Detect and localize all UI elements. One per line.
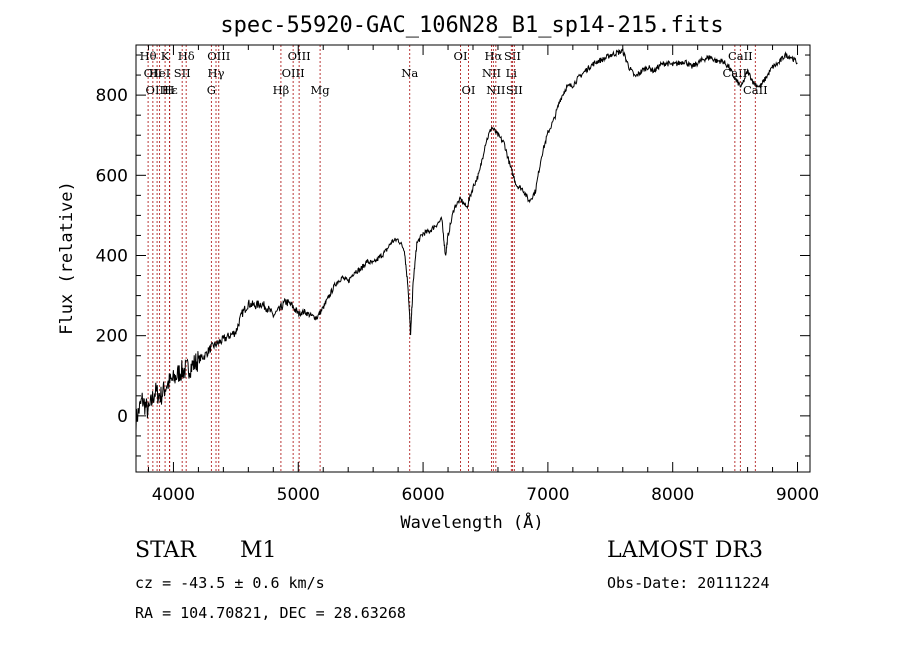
line-label-0: Hθ (140, 49, 157, 63)
line-label-26: CaII (728, 49, 753, 63)
survey-name: LAMOST DR3 (607, 538, 763, 563)
line-label-19: NII (482, 66, 501, 80)
y-tick-label-400: 400 (96, 246, 128, 266)
y-tick-label-0: 0 (117, 407, 128, 427)
x-axis-label: Wavelength (Å) (400, 511, 543, 533)
line-label-22: Li (506, 66, 518, 80)
observation-date: Obs-Date: 20111224 (607, 574, 770, 592)
line-label-13: OIII (282, 66, 305, 80)
line-label-12: Hβ (273, 83, 290, 97)
line-label-9: G (207, 83, 216, 97)
line-label-16: Na (401, 66, 418, 80)
object-subclass: M1 (240, 538, 277, 563)
line-label-8: Hδ (178, 49, 195, 63)
flux-series (135, 48, 798, 431)
chart-title: spec-55920-GAC_106N28_B1_sp14-215.fits (220, 13, 723, 38)
line-label-7: SII (174, 66, 191, 80)
line-label-14: OIII (288, 49, 311, 63)
line-label-17: OI (454, 49, 468, 63)
redshift-readout: cz = -43.5 ± 0.6 km/s (135, 574, 325, 592)
line-label-21: NII (486, 83, 505, 97)
line-label-2: OIII (146, 83, 169, 97)
line-label-11: OIII (207, 49, 230, 63)
line-label-3: HeI (149, 66, 170, 80)
line-label-20: Hα (484, 49, 502, 63)
line-label-24: SII (506, 83, 523, 97)
object-class: STAR (135, 538, 196, 563)
x-tick-label-7000: 7000 (526, 485, 569, 505)
line-label-18: OI (462, 83, 476, 97)
line-label-4: K (161, 49, 170, 63)
line-label-6: Hε (162, 83, 178, 97)
y-tick-label-800: 800 (96, 86, 128, 106)
line-label-27: CaII (743, 83, 768, 97)
line-label-23: SII (504, 49, 521, 63)
y-tick-label-200: 200 (96, 327, 128, 347)
y-axis-label: Flux (relative) (57, 181, 77, 335)
emission-line-markers: HθOIIOIIIHeIKHHεSIIHδGHγOIIIHβOIIIOIIIMg… (140, 45, 768, 472)
coordinates-readout: RA = 104.70821, DEC = 28.63268 (135, 604, 406, 622)
y-tick-label-600: 600 (96, 166, 128, 186)
line-label-25: CaII (722, 66, 747, 80)
x-tick-label-4000: 4000 (152, 485, 195, 505)
flux-line (135, 48, 798, 431)
x-tick-label-8000: 8000 (651, 485, 694, 505)
x-tick-label-5000: 5000 (277, 485, 320, 505)
line-label-10: Hγ (208, 66, 225, 80)
x-tick-label-9000: 9000 (776, 485, 819, 505)
axis-ticks: 4000 5000 6000 7000 8000 9000 0 200 400 600 800 (96, 45, 819, 505)
x-tick-label-6000: 6000 (401, 485, 444, 505)
line-label-15: Mg (311, 83, 331, 97)
plot-frame (135, 44, 811, 473)
